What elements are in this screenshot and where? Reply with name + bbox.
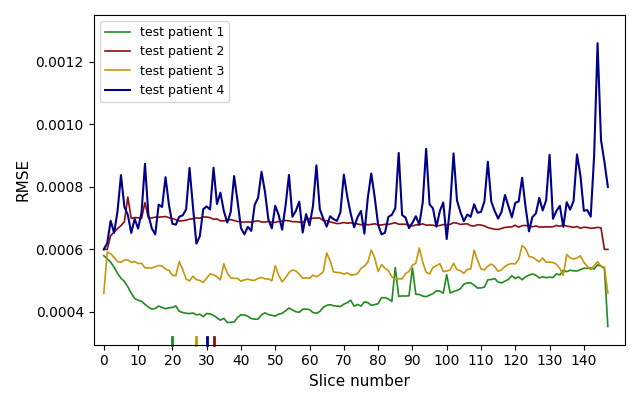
test patient 1	[604, 324, 612, 329]
test patient 1	[340, 302, 348, 307]
test patient 4	[456, 210, 464, 215]
test patient 1	[350, 304, 358, 309]
test patient 2	[100, 247, 108, 252]
test patient 1	[100, 253, 108, 258]
Line: test patient 3: test patient 3	[104, 246, 608, 293]
test patient 3	[408, 263, 416, 268]
test patient 2	[124, 195, 132, 200]
test patient 1	[196, 312, 204, 317]
test patient 4	[408, 221, 416, 225]
test patient 3	[196, 278, 204, 283]
test patient 2	[604, 247, 612, 252]
test patient 2	[200, 215, 207, 219]
test patient 4	[100, 247, 108, 252]
test patient 2	[460, 221, 468, 226]
test patient 3	[340, 271, 348, 276]
test patient 3	[350, 272, 358, 277]
test patient 3	[134, 261, 142, 266]
Line: test patient 2: test patient 2	[104, 197, 608, 249]
test patient 1	[456, 286, 464, 291]
test patient 4	[604, 185, 612, 189]
test patient 2	[354, 221, 362, 226]
test patient 4	[340, 172, 348, 177]
test patient 2	[344, 221, 351, 226]
Y-axis label: RMSE: RMSE	[15, 158, 30, 202]
Line: test patient 4: test patient 4	[104, 43, 608, 249]
test patient 2	[138, 216, 145, 221]
test patient 4	[594, 41, 602, 46]
test patient 3	[100, 291, 108, 296]
test patient 4	[196, 234, 204, 239]
test patient 4	[134, 226, 142, 231]
test patient 4	[350, 225, 358, 230]
test patient 1	[134, 298, 142, 303]
Line: test patient 1: test patient 1	[104, 256, 608, 326]
test patient 1	[408, 265, 416, 270]
test patient 3	[604, 291, 612, 296]
X-axis label: Slice number: Slice number	[309, 374, 410, 389]
test patient 3	[518, 243, 526, 248]
Legend: test patient 1, test patient 2, test patient 3, test patient 4: test patient 1, test patient 2, test pat…	[100, 21, 229, 102]
test patient 2	[412, 223, 420, 227]
test patient 3	[456, 268, 464, 273]
